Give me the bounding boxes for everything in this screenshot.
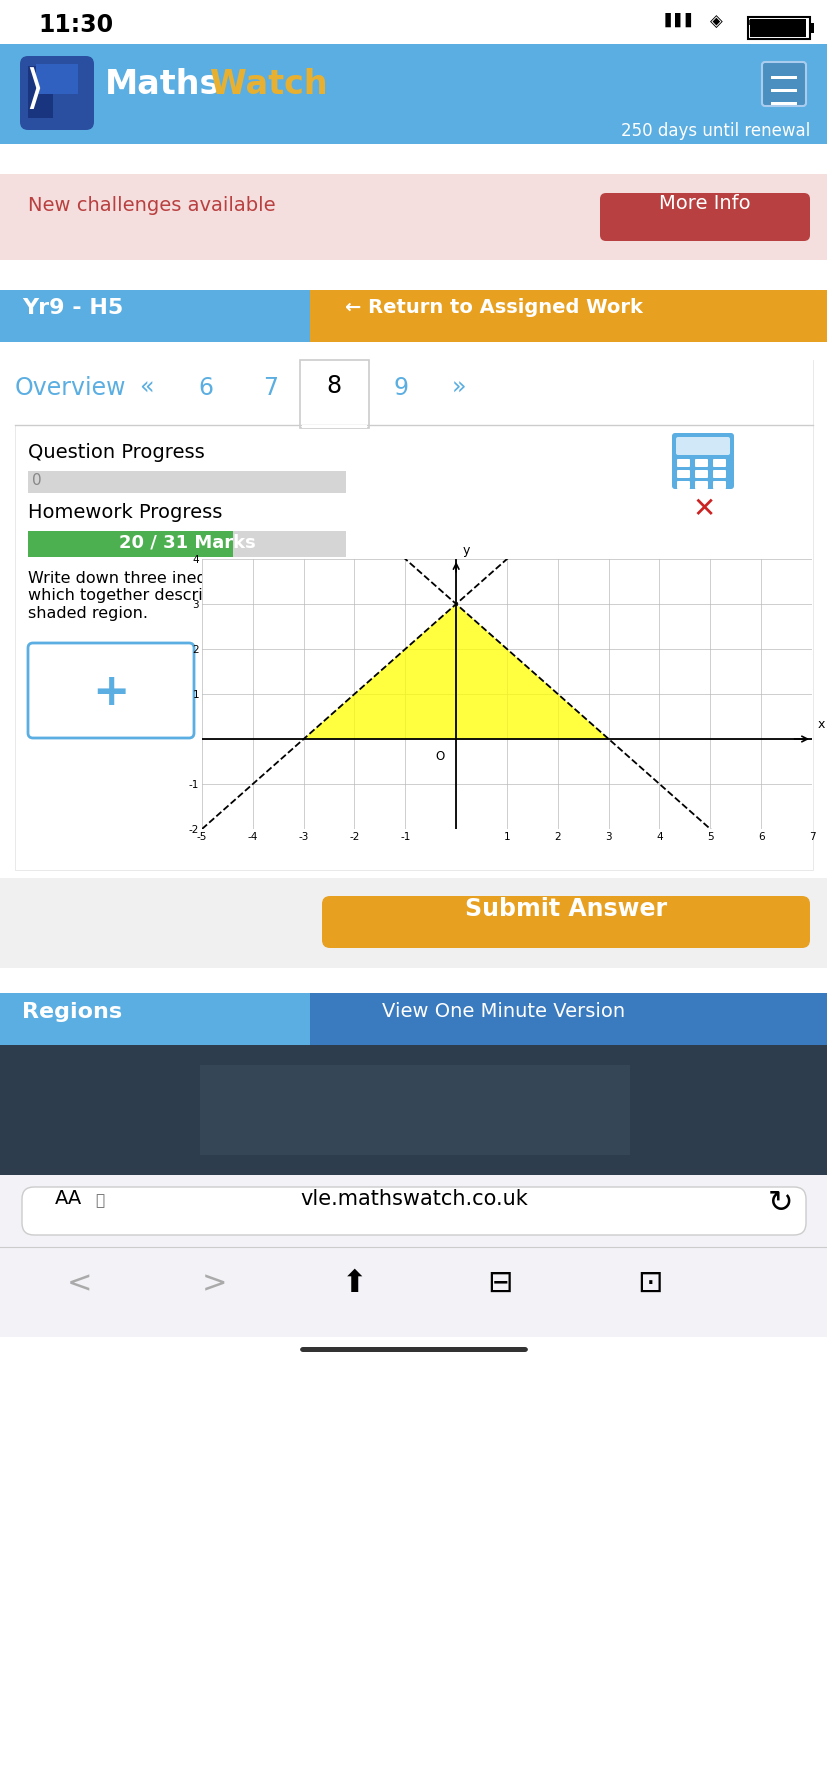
FancyBboxPatch shape <box>675 437 729 455</box>
Bar <box>299 360 369 428</box>
Text: ⊟: ⊟ <box>486 1269 512 1297</box>
Bar <box>0 993 827 1045</box>
Text: View One Minute Version: View One Minute Version <box>382 1002 625 1021</box>
Bar <box>302 425 366 428</box>
Text: 6: 6 <box>198 376 213 400</box>
Bar <box>0 878 827 968</box>
Bar <box>48 66 73 91</box>
Text: 250 days until renewal: 250 days until renewal <box>620 122 809 140</box>
Text: y: y <box>461 543 469 557</box>
Text: New challenges available: New challenges available <box>28 195 275 215</box>
FancyBboxPatch shape <box>676 459 689 468</box>
FancyBboxPatch shape <box>672 434 733 489</box>
Text: Maths: Maths <box>105 68 220 100</box>
Text: vle.mathswatch.co.uk: vle.mathswatch.co.uk <box>299 1190 528 1210</box>
Text: Question Progress: Question Progress <box>28 443 204 462</box>
FancyBboxPatch shape <box>712 470 725 478</box>
Bar <box>770 90 796 91</box>
Text: Submit Answer: Submit Answer <box>465 898 667 921</box>
Bar <box>0 0 827 45</box>
Text: »: » <box>452 376 466 400</box>
Bar <box>15 360 812 425</box>
Bar <box>28 66 53 118</box>
Text: Yr9 - H5: Yr9 - H5 <box>22 297 123 317</box>
Bar <box>749 20 805 38</box>
Text: Regions: Regions <box>22 1002 122 1021</box>
Bar <box>36 65 78 93</box>
FancyBboxPatch shape <box>712 480 725 489</box>
FancyBboxPatch shape <box>694 480 707 489</box>
Text: «: « <box>139 376 153 400</box>
Bar <box>0 143 827 174</box>
Text: Overview: Overview <box>14 376 126 400</box>
Text: >: > <box>202 1269 227 1297</box>
Text: 9: 9 <box>393 376 408 400</box>
Text: O: O <box>435 751 444 763</box>
Bar <box>28 471 346 493</box>
FancyBboxPatch shape <box>600 194 809 240</box>
Polygon shape <box>304 604 608 738</box>
FancyBboxPatch shape <box>761 63 805 106</box>
Text: Homework Progress: Homework Progress <box>28 504 222 521</box>
FancyBboxPatch shape <box>694 459 707 468</box>
Bar <box>0 1176 827 1247</box>
Bar <box>770 102 796 106</box>
Text: ✕: ✕ <box>691 495 715 523</box>
Text: ⟩: ⟩ <box>25 68 43 113</box>
Bar <box>0 45 827 143</box>
Bar <box>200 1064 629 1156</box>
Bar <box>0 290 827 342</box>
Text: 7: 7 <box>263 376 278 400</box>
Text: More Info: More Info <box>658 194 750 213</box>
Text: ↻: ↻ <box>767 1190 791 1219</box>
FancyBboxPatch shape <box>22 1186 805 1235</box>
Text: <: < <box>67 1269 93 1297</box>
Bar <box>309 993 827 1045</box>
FancyBboxPatch shape <box>712 459 725 468</box>
Text: ⬆: ⬆ <box>342 1269 367 1297</box>
Bar <box>0 260 827 290</box>
Text: ◈: ◈ <box>709 13 722 30</box>
Bar <box>770 75 796 79</box>
Bar <box>747 16 809 39</box>
Bar <box>28 530 346 557</box>
Text: 0: 0 <box>32 473 41 487</box>
Bar <box>0 174 827 260</box>
Text: 8: 8 <box>326 375 342 398</box>
Text: ← Return to Assigned Work: ← Return to Assigned Work <box>345 297 642 317</box>
Text: 11:30: 11:30 <box>38 13 113 38</box>
FancyBboxPatch shape <box>694 470 707 478</box>
Text: 🔒: 🔒 <box>95 1193 104 1208</box>
Text: 20 / 31 Marks: 20 / 31 Marks <box>118 532 255 550</box>
Bar <box>0 1045 827 1176</box>
Bar <box>0 1247 827 1337</box>
Bar <box>15 360 812 869</box>
Text: ▐▐▐: ▐▐▐ <box>659 13 691 27</box>
Text: ⊡: ⊡ <box>637 1269 662 1297</box>
Text: AA: AA <box>55 1190 82 1208</box>
Text: x: x <box>817 719 825 731</box>
FancyBboxPatch shape <box>322 896 809 948</box>
Text: Write down three inequalities
which together describe the
shaded region.: Write down three inequalities which toge… <box>28 572 265 620</box>
Bar <box>309 290 827 342</box>
FancyBboxPatch shape <box>676 480 689 489</box>
Text: +: + <box>92 670 130 713</box>
Bar <box>28 530 232 557</box>
FancyBboxPatch shape <box>676 470 689 478</box>
FancyBboxPatch shape <box>28 643 194 738</box>
FancyBboxPatch shape <box>299 1348 528 1351</box>
Text: ▬: ▬ <box>747 14 760 29</box>
Text: Watch: Watch <box>210 68 327 100</box>
Bar <box>757 57 809 109</box>
Bar <box>0 342 827 360</box>
Bar <box>0 290 309 342</box>
FancyBboxPatch shape <box>20 56 94 131</box>
Bar <box>0 1371 827 1792</box>
Bar <box>809 23 813 32</box>
Bar <box>0 968 827 993</box>
Bar <box>0 1337 827 1371</box>
